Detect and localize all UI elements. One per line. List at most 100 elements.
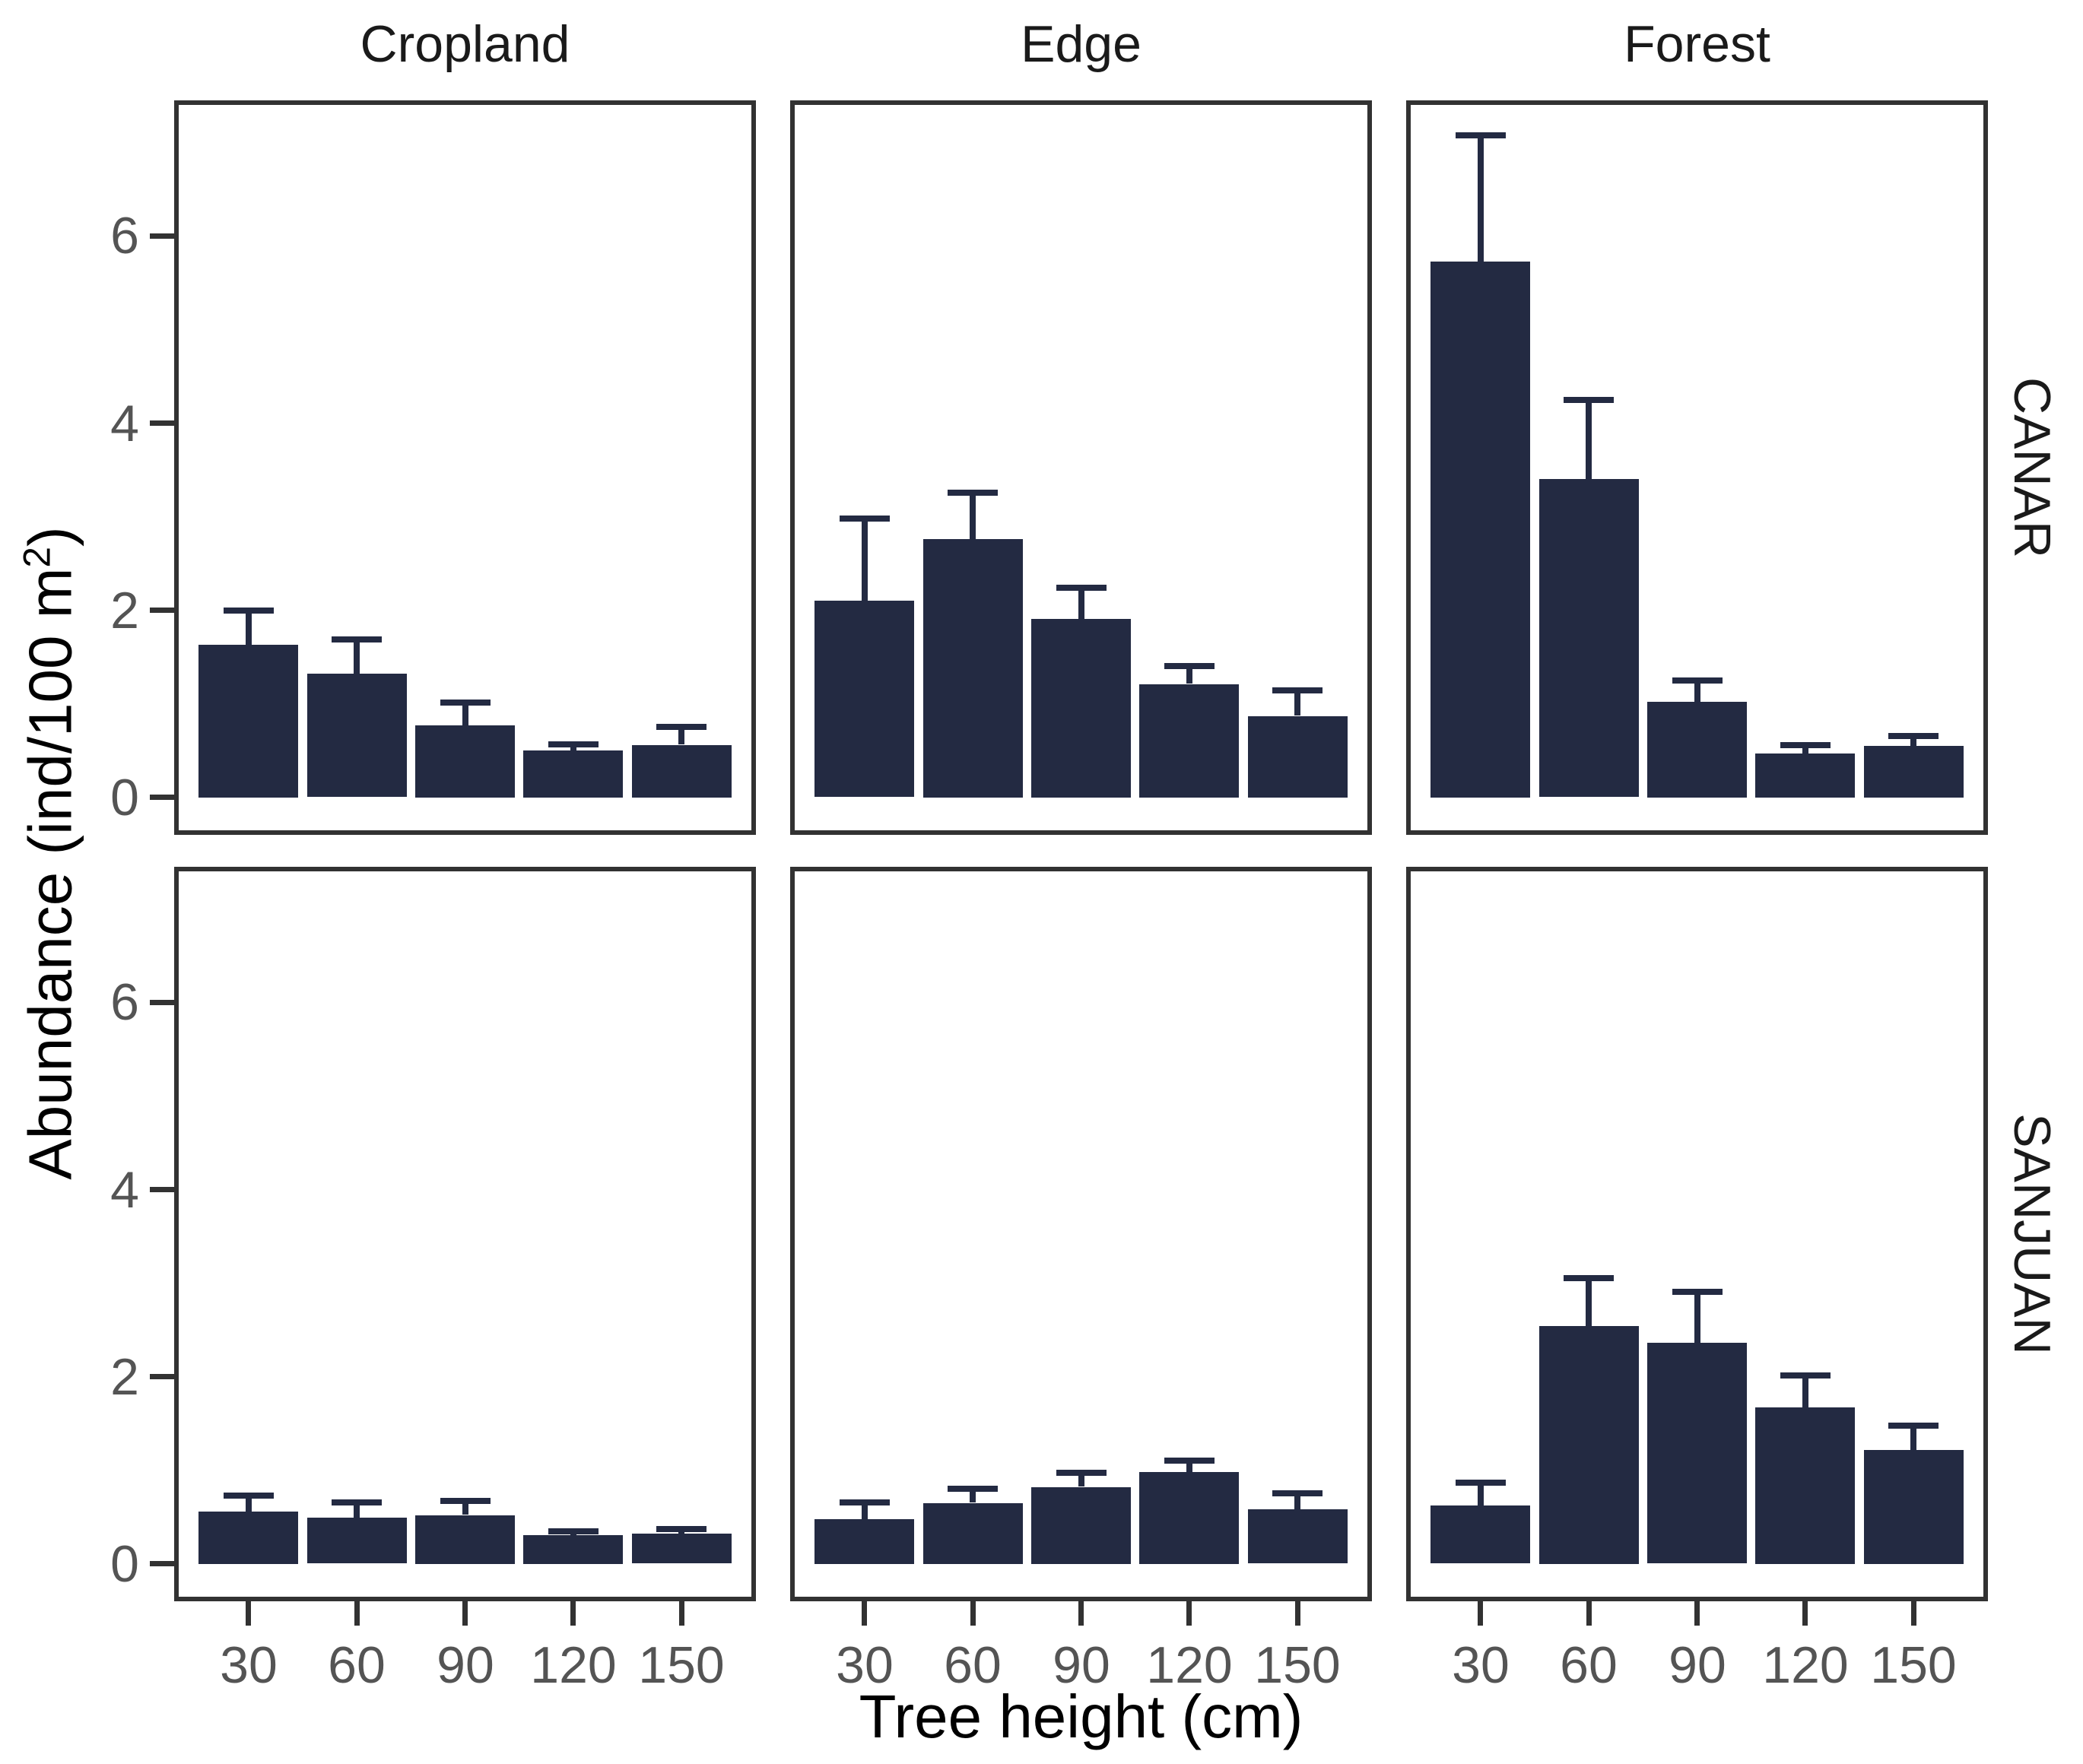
error-bar-stem bbox=[354, 1502, 360, 1518]
x-axis-title: Tree height (cm) bbox=[859, 1683, 1303, 1750]
y-axis-tick-label: 2 bbox=[110, 1348, 139, 1406]
x-axis-tick-mark bbox=[679, 1601, 684, 1626]
y-axis-tick-mark bbox=[150, 1374, 174, 1379]
error-bar-cap bbox=[1456, 1480, 1506, 1486]
error-bar-cap bbox=[1888, 733, 1939, 739]
error-bar-cap bbox=[332, 1499, 382, 1505]
error-bar-cap bbox=[440, 700, 491, 706]
error-bar-cap bbox=[1164, 1458, 1215, 1464]
y-axis-tick-mark bbox=[150, 1561, 174, 1566]
x-axis-tick-mark bbox=[246, 1601, 251, 1626]
x-axis-tick-mark bbox=[1911, 1601, 1916, 1626]
error-bar-cap bbox=[840, 516, 890, 522]
bar bbox=[1139, 684, 1239, 798]
error-bar-stem bbox=[1910, 1426, 1916, 1450]
y-axis-tick-label: 4 bbox=[110, 1161, 139, 1219]
error-bar-cap bbox=[948, 490, 998, 496]
error-bar-stem bbox=[246, 611, 252, 646]
y-axis-tick-mark bbox=[150, 795, 174, 800]
bar bbox=[1755, 1407, 1855, 1564]
error-bar-stem bbox=[1478, 135, 1484, 262]
error-bar-cap bbox=[1564, 397, 1614, 403]
error-bar-cap bbox=[1056, 585, 1107, 591]
bar bbox=[198, 645, 298, 798]
y-axis-tick-label: 6 bbox=[110, 207, 139, 265]
x-axis-tick-mark bbox=[354, 1601, 360, 1626]
bar bbox=[415, 1515, 515, 1564]
error-bar-stem bbox=[970, 493, 976, 540]
error-bar-cap bbox=[548, 741, 599, 747]
bar bbox=[523, 750, 623, 798]
error-bar-stem bbox=[1294, 690, 1300, 715]
bar bbox=[1430, 1505, 1530, 1563]
error-bar-cap bbox=[332, 636, 382, 642]
error-bar-stem bbox=[462, 703, 468, 725]
y-axis-tick-mark bbox=[150, 1000, 174, 1005]
facet-title-cropland: Cropland bbox=[360, 15, 570, 73]
x-axis-tick-mark bbox=[1802, 1601, 1808, 1626]
x-axis-tick-label: 60 bbox=[944, 1636, 1002, 1694]
bar bbox=[632, 745, 732, 798]
error-bar-stem bbox=[1802, 1375, 1808, 1407]
x-axis-tick-mark bbox=[1078, 1601, 1084, 1626]
x-axis-tick-label: 90 bbox=[1053, 1636, 1110, 1694]
bar bbox=[1031, 1487, 1131, 1564]
x-axis-tick-mark bbox=[970, 1601, 976, 1626]
x-axis-tick-mark bbox=[570, 1601, 576, 1626]
error-bar-stem bbox=[1586, 400, 1592, 480]
y-axis-title-superscript: 2 bbox=[15, 547, 59, 568]
error-bar-stem bbox=[970, 1489, 976, 1502]
y-axis-tick-label: 0 bbox=[110, 1535, 139, 1593]
x-axis-tick-label: 150 bbox=[638, 1636, 725, 1694]
bar bbox=[1539, 1326, 1639, 1564]
bar bbox=[1248, 1509, 1348, 1563]
bar bbox=[814, 601, 914, 797]
bar bbox=[1031, 619, 1131, 798]
bar bbox=[632, 1534, 732, 1563]
bar bbox=[1539, 479, 1639, 797]
error-bar-cap bbox=[1456, 132, 1506, 138]
error-bar-cap bbox=[840, 1499, 890, 1505]
x-axis-tick-label: 90 bbox=[437, 1636, 494, 1694]
y-axis-tick-label: 0 bbox=[110, 769, 139, 826]
bar bbox=[198, 1512, 298, 1564]
bar bbox=[523, 1535, 623, 1564]
error-bar-stem bbox=[1910, 736, 1916, 747]
bar bbox=[415, 725, 515, 798]
error-bar-stem bbox=[678, 727, 684, 744]
error-bar-stem bbox=[862, 519, 868, 601]
error-bar-stem bbox=[862, 1502, 868, 1519]
error-bar-cap bbox=[1672, 1289, 1723, 1295]
error-bar-cap bbox=[948, 1486, 998, 1492]
x-axis-tick-label: 30 bbox=[220, 1636, 278, 1694]
x-axis-tick-mark bbox=[1295, 1601, 1300, 1626]
error-bar-stem bbox=[1078, 588, 1084, 619]
facet-title-edge: Edge bbox=[1021, 15, 1142, 73]
error-bar-stem bbox=[570, 744, 576, 751]
error-bar-stem bbox=[1694, 681, 1700, 702]
error-bar-stem bbox=[354, 639, 360, 674]
x-axis-tick-label: 120 bbox=[1146, 1636, 1233, 1694]
x-axis-tick-label: 90 bbox=[1669, 1636, 1726, 1694]
error-bar-cap bbox=[440, 1498, 491, 1504]
error-bar-stem bbox=[1478, 1483, 1484, 1506]
facet-title-forest: Forest bbox=[1624, 15, 1770, 73]
error-bar-cap bbox=[1564, 1275, 1614, 1281]
error-bar-cap bbox=[656, 1526, 707, 1532]
bar bbox=[1755, 754, 1855, 798]
error-bar-cap bbox=[1888, 1423, 1939, 1429]
bar bbox=[1139, 1472, 1239, 1564]
error-bar-cap bbox=[1780, 742, 1831, 748]
error-bar-cap bbox=[1164, 663, 1215, 669]
error-bar-stem bbox=[1294, 1493, 1300, 1509]
y-axis-tick-label: 6 bbox=[110, 973, 139, 1031]
error-bar-cap bbox=[1272, 687, 1323, 693]
y-axis-tick-mark bbox=[150, 420, 174, 426]
bar bbox=[1647, 702, 1747, 798]
error-bar-cap bbox=[656, 724, 707, 730]
bar bbox=[923, 539, 1023, 798]
x-axis-tick-mark bbox=[1586, 1601, 1592, 1626]
x-axis-tick-mark bbox=[862, 1601, 867, 1626]
error-bar-stem bbox=[1586, 1278, 1592, 1326]
error-bar-cap bbox=[548, 1528, 599, 1534]
